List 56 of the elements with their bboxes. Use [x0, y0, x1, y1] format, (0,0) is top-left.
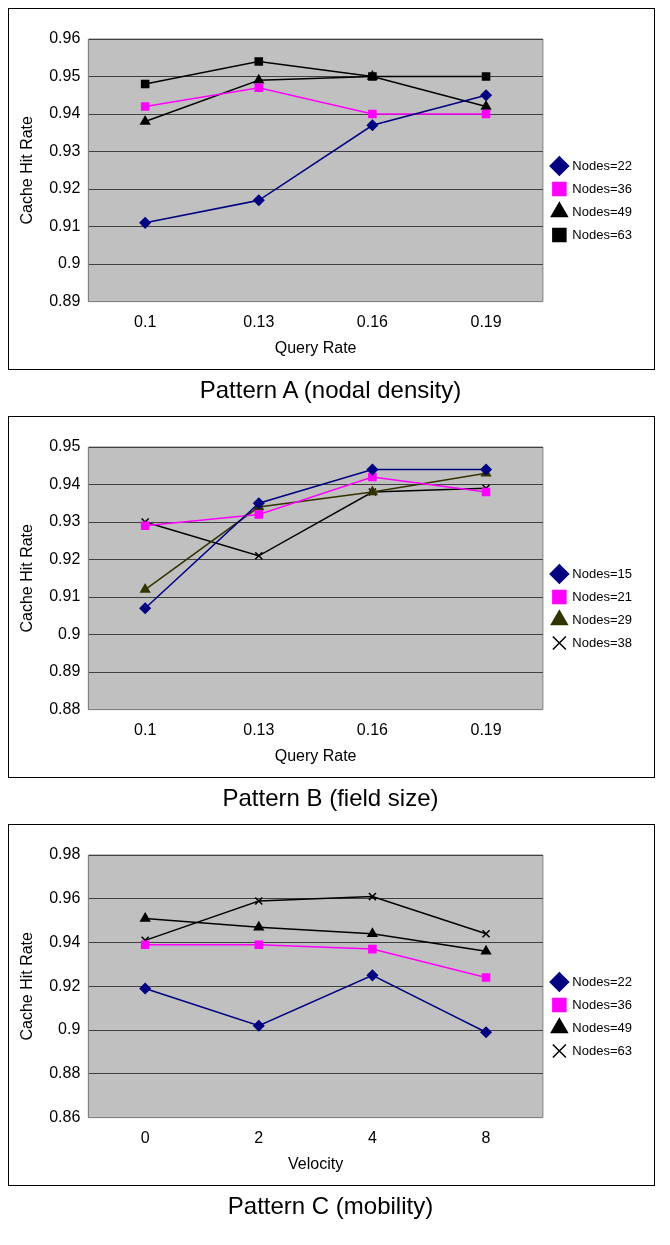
text: Pattern C (mobility): [226, 1192, 435, 1220]
legend-label: Nodes=49: [572, 1019, 633, 1035]
y-tick-label: 0.86: [49, 1108, 81, 1126]
x-tick-label: 0.13: [243, 720, 275, 738]
y-tick-label: 0.98: [49, 845, 81, 863]
x-tick-label: 0: [140, 1128, 150, 1146]
x-tick-label: 0.16: [356, 312, 389, 330]
x-tick-label: 0.19: [470, 720, 502, 738]
y-axis-title: Cache Hit Rate: [18, 931, 36, 1041]
x-tick-label: 8: [481, 1128, 491, 1146]
y-tick-label: 0.95: [49, 437, 81, 455]
legend-label: Nodes=38: [572, 634, 633, 650]
y-tick-label: 0.95: [49, 66, 81, 84]
x-axis-title: Velocity: [288, 1154, 344, 1172]
y-tick-label: 0.89: [49, 662, 81, 680]
legend-label: Nodes=22: [572, 973, 633, 989]
y-tick-label: 0.96: [49, 889, 81, 907]
y-tick-label: 0.93: [49, 512, 81, 530]
y-tick-label: 0.92: [49, 179, 81, 197]
legend-label: Nodes=21: [572, 588, 633, 604]
y-tick-label: 0.94: [49, 932, 81, 950]
y-tick-label: 0.92: [49, 549, 81, 567]
x-tick-label: 4: [367, 1128, 377, 1146]
y-tick-label: 0.94: [49, 104, 81, 122]
y-axis-title: Cache Hit Rate: [18, 115, 36, 225]
y-tick-label: 0.88: [49, 1064, 81, 1082]
legend-label: Nodes=49: [572, 203, 633, 219]
legend-label: Nodes=29: [572, 611, 633, 627]
y-tick-label: 0.88: [49, 700, 81, 718]
text: Pattern B (field size): [221, 784, 440, 812]
y-tick-label: 0.91: [49, 216, 81, 234]
x-axis-title: Query Rate: [274, 338, 357, 356]
y-tick-label: 0.96: [49, 29, 81, 47]
legend-label: Nodes=63: [572, 226, 633, 242]
y-tick-label: 0.89: [49, 292, 81, 310]
legend-label: Nodes=15: [572, 565, 633, 581]
legend-label: Nodes=36: [572, 996, 633, 1012]
y-tick-label: 0.94: [49, 474, 81, 492]
legend-label: Nodes=22: [572, 157, 633, 173]
y-tick-label: 0.9: [58, 1020, 81, 1038]
y-axis-title: Cache Hit Rate: [18, 523, 36, 633]
x-tick-label: 0.16: [356, 720, 389, 738]
y-tick-label: 0.91: [49, 587, 81, 605]
y-tick-label: 0.92: [49, 976, 81, 994]
x-tick-label: 0.1: [134, 720, 157, 738]
x-tick-label: 0.13: [243, 312, 275, 330]
text: Pattern A (nodal density): [198, 376, 463, 404]
x-tick-label: 0.1: [134, 312, 157, 330]
x-tick-label: 0.19: [470, 312, 502, 330]
y-tick-label: 0.9: [58, 254, 81, 272]
y-tick-label: 0.93: [49, 141, 81, 159]
y-tick-label: 0.9: [58, 624, 81, 642]
legend-label: Nodes=36: [572, 180, 633, 196]
legend-label: Nodes=63: [572, 1042, 633, 1058]
x-axis-title: Query Rate: [274, 746, 357, 764]
x-tick-label: 2: [254, 1128, 264, 1146]
